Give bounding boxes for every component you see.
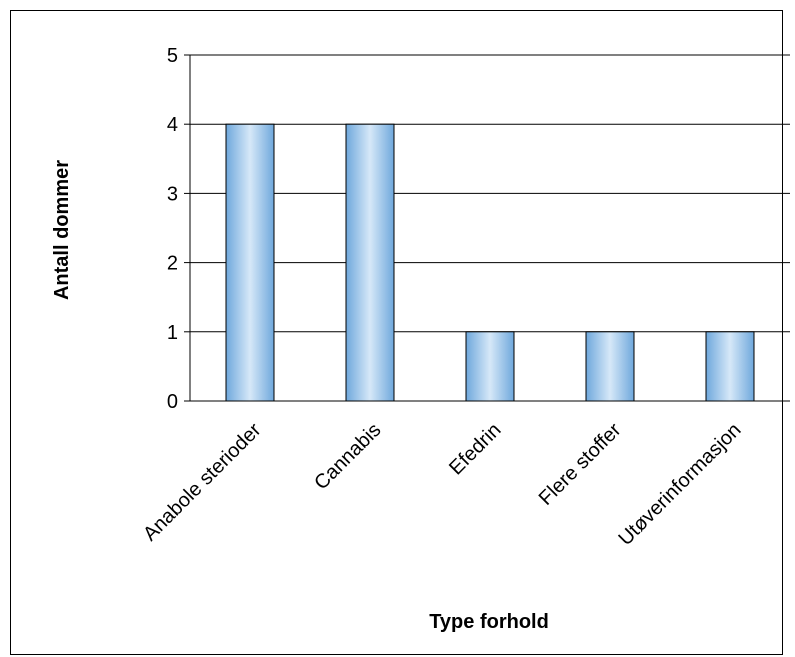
x-tick-label: Cannabis (310, 419, 385, 494)
bar (465, 331, 515, 402)
bar (225, 123, 275, 402)
bar (705, 331, 755, 402)
x-tick-labels: Anabole sterioder Cannabis Efedrin Flere st… (139, 419, 745, 550)
x-tick-label: Efedrin (445, 419, 505, 479)
bar (585, 331, 635, 402)
y-tick-label: 2 (167, 253, 178, 275)
axes (189, 55, 790, 402)
bar (345, 123, 395, 402)
y-tick-label: 0 (167, 391, 178, 413)
y-tick-labels: 0 1 2 3 4 5 (167, 45, 190, 413)
chart-frame (10, 10, 783, 655)
x-tick-label: Utøverinformasjon (614, 419, 745, 550)
x-tick-label: Flere stoffer (535, 419, 626, 510)
y-tick-label: 1 (167, 322, 178, 344)
gridlines (190, 54, 790, 333)
bars (225, 123, 755, 402)
x-tick-label: Anabole sterioder (139, 419, 266, 546)
x-axis-title: Type forhold (429, 611, 549, 633)
y-tick-label: 4 (167, 114, 178, 136)
y-axis-title: Antall dommer (51, 160, 73, 300)
y-tick-label: 3 (167, 183, 178, 205)
y-tick-label: 5 (167, 45, 178, 67)
